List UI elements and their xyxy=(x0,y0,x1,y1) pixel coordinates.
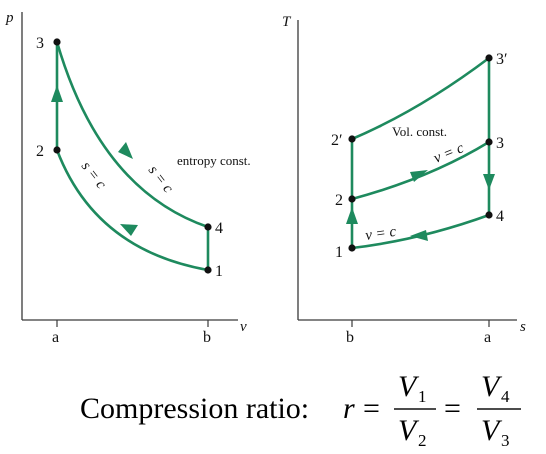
pv-process-1-2 xyxy=(55,148,210,272)
formula-label: Compression ratio: xyxy=(80,392,309,425)
pv-arrow-expansion xyxy=(118,142,133,159)
pv-tick-label-a: a xyxy=(52,329,59,346)
ts-point-2 xyxy=(348,195,356,203)
ts-arrow-heat-rejection xyxy=(410,230,428,241)
compression-ratio-formula: Compression ratio: r = V 1 V 2 = V 4 V 3 xyxy=(80,370,521,450)
fraction-2-denominator: V xyxy=(481,414,503,447)
ts-label-3prime: 3′ xyxy=(496,51,508,68)
formula-eq-1: = xyxy=(363,392,380,425)
ts-label-2prime: 2′ xyxy=(331,132,343,149)
pv-curve-label-lower: s = c xyxy=(78,159,109,193)
pv-point-2 xyxy=(53,146,61,154)
fraction-1-denominator: V xyxy=(398,414,420,447)
pv-curve-label-upper: s = c xyxy=(145,163,176,197)
ts-label-2: 2 xyxy=(335,192,343,209)
ts-process-2prime-3prime xyxy=(350,56,491,141)
ts-arrow-expansion xyxy=(483,174,495,190)
pv-label-3: 3 xyxy=(36,35,44,52)
ts-curve-label-lower: v = c xyxy=(364,224,397,244)
ts-diagram: T s b a 1 2 2′ 3′ 3 4 v = c v = c xyxy=(282,14,526,346)
fraction-2-numerator-sub: 4 xyxy=(501,387,510,406)
ts-tick-label-b: b xyxy=(346,329,354,346)
formula-eq-2: = xyxy=(444,392,461,425)
ts-arrow-compression xyxy=(346,207,358,224)
pv-point-1 xyxy=(204,266,212,274)
ts-label-3: 3 xyxy=(496,135,504,152)
fraction-2-denominator-sub: 3 xyxy=(501,431,510,450)
fraction-1-numerator: V xyxy=(398,370,420,403)
ts-x-axis-label: s xyxy=(520,319,526,335)
pv-process-3-4 xyxy=(55,40,210,229)
fraction-1-numerator-sub: 1 xyxy=(418,387,427,406)
ts-arrow-heat-addition xyxy=(410,170,428,182)
pv-label-1: 1 xyxy=(215,263,223,280)
fraction-1-denominator-sub: 2 xyxy=(418,431,427,450)
ts-label-1: 1 xyxy=(335,244,343,261)
pv-arrow-up xyxy=(51,85,63,102)
pv-label-2: 2 xyxy=(36,143,44,160)
pv-tick-label-b: b xyxy=(203,329,211,346)
pv-label-4: 4 xyxy=(215,220,223,237)
pv-point-4 xyxy=(204,223,212,231)
ts-y-axis-label: T xyxy=(282,14,292,30)
formula-r: r xyxy=(343,392,355,425)
ts-point-1 xyxy=(348,244,356,252)
ts-tick-label-a: a xyxy=(484,329,491,346)
pv-point-3 xyxy=(53,38,61,46)
pv-y-axis-label: p xyxy=(5,10,14,26)
ts-point-2prime xyxy=(348,135,356,143)
ts-annotation: Vol. const. xyxy=(392,124,447,139)
ts-point-4 xyxy=(485,211,493,219)
fraction-2-numerator: V xyxy=(481,370,503,403)
ts-process-2-3 xyxy=(350,140,491,201)
pv-diagram: p v a b 3 2 4 1 s = c s = c entropy cons… xyxy=(5,10,251,346)
ts-point-3 xyxy=(485,138,493,146)
ts-point-3prime xyxy=(485,54,493,62)
pv-x-axis-label: v xyxy=(240,319,247,335)
pv-arrow-compression xyxy=(120,224,138,236)
ts-label-4: 4 xyxy=(496,208,504,225)
pv-annotation: entropy const. xyxy=(177,153,251,168)
